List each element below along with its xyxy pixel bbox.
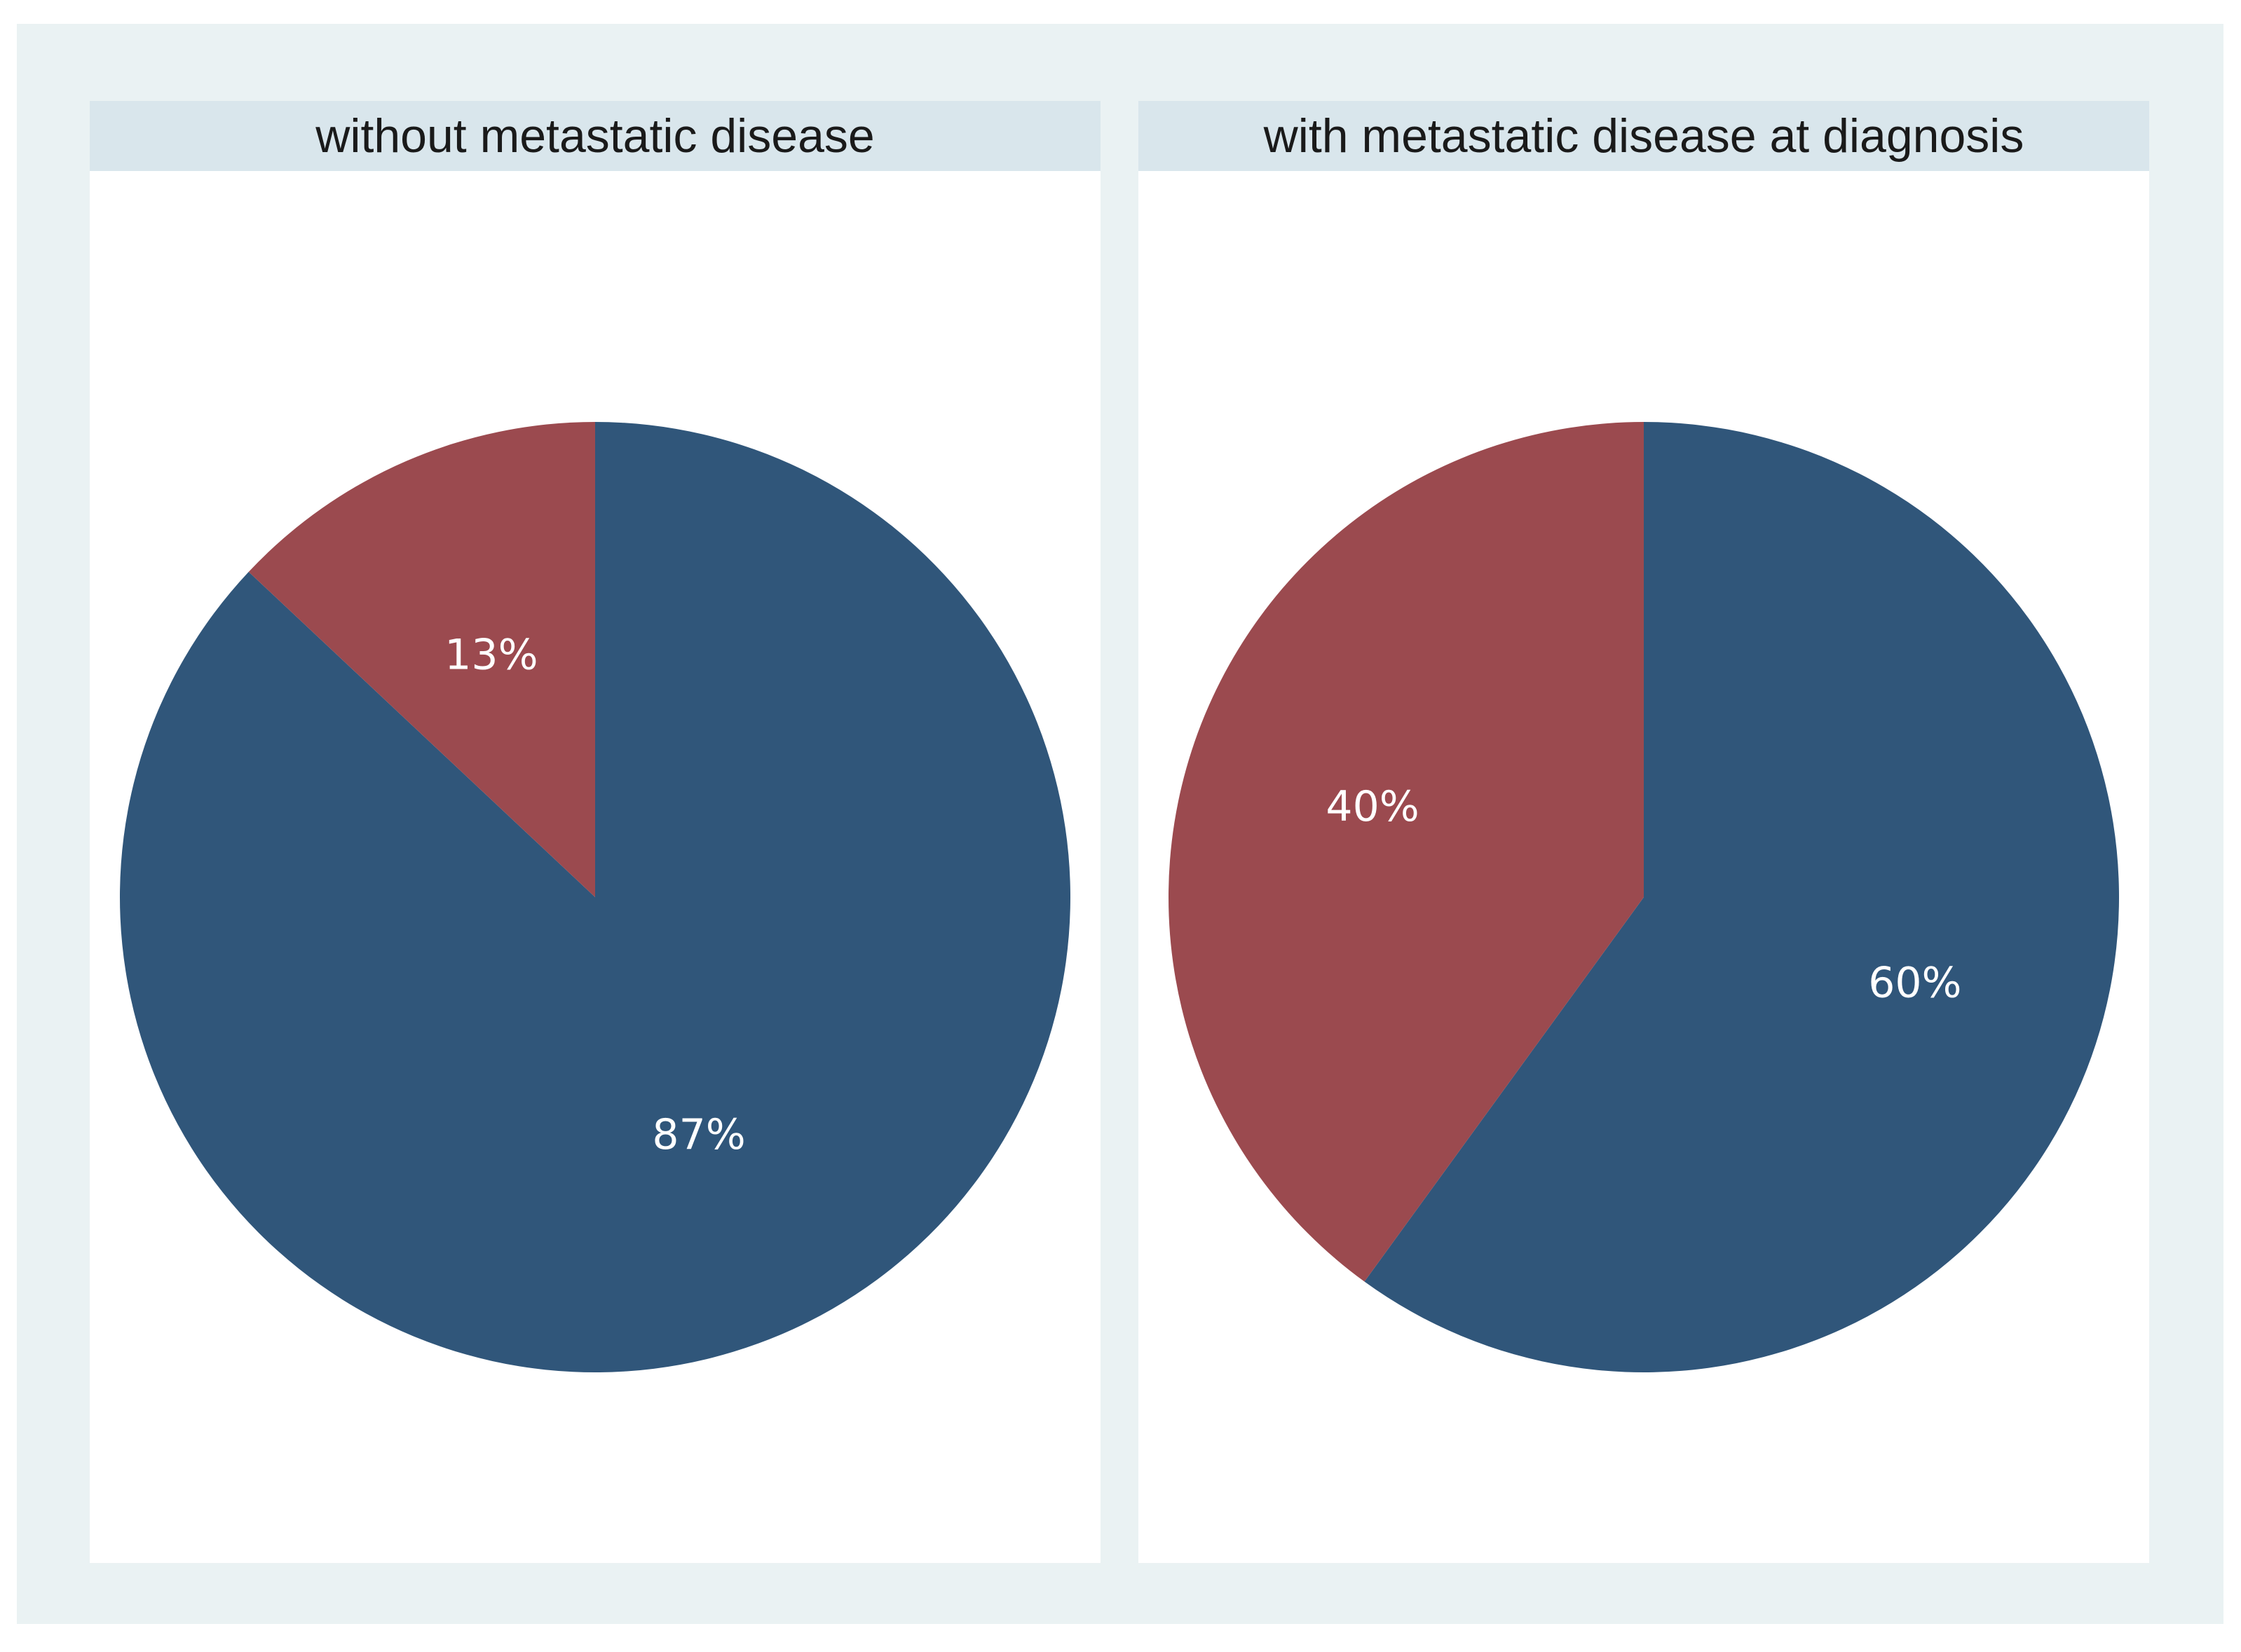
pie-panel-without-metastatic: without metastatic disease 87% 13% (90, 101, 1101, 1563)
pie-chart: 60% 40% (1169, 422, 2119, 1373)
slice-label: 60% (1868, 958, 1961, 1007)
figure-background: without metastatic disease 87% 13% with m… (17, 24, 2223, 1624)
slice-label: 87% (652, 1110, 745, 1159)
panel-title: without metastatic disease (315, 109, 875, 163)
pie-slice (1364, 422, 2119, 1373)
pie-panel-with-metastatic: with metastatic disease at diagnosis 60%… (1138, 101, 2149, 1563)
pie-slice (1169, 422, 1644, 1282)
slice-label: 40% (1326, 782, 1419, 831)
panel-header: without metastatic disease (90, 101, 1101, 171)
panel-title: with metastatic disease at diagnosis (1263, 109, 2024, 163)
pie-chart: 87% 13% (119, 422, 1070, 1373)
pie-slice (248, 422, 595, 897)
slice-label: 13% (444, 630, 538, 679)
panel-header: with metastatic disease at diagnosis (1138, 101, 2149, 171)
